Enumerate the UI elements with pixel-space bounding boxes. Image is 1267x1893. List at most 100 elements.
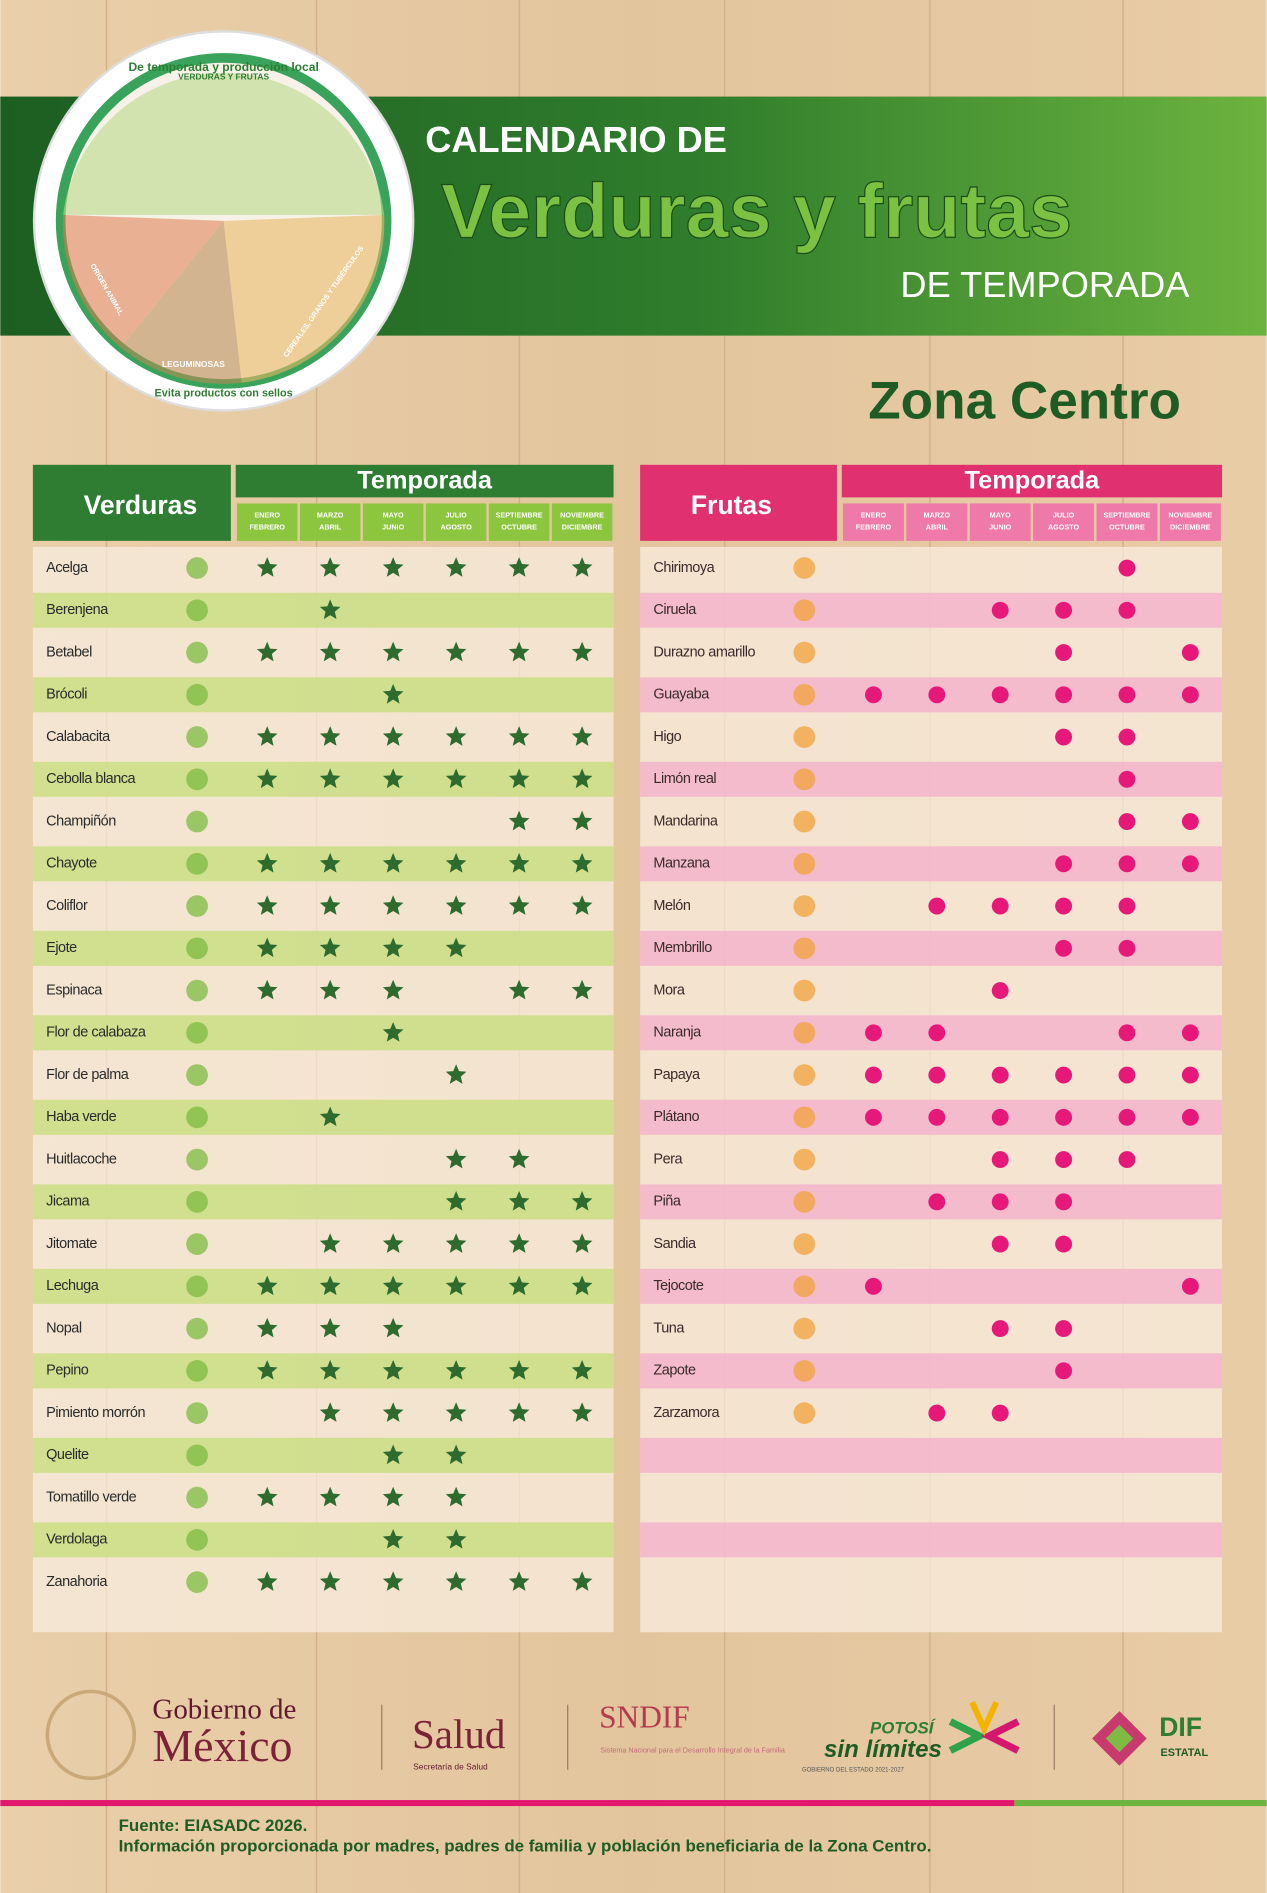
period-label: JUNIO (382, 522, 404, 531)
item-name: Manzana (653, 856, 711, 872)
season-star (382, 1021, 404, 1042)
item-name: Pera (653, 1151, 683, 1167)
period-label: ABRIL (926, 522, 949, 531)
season-star (319, 557, 341, 577)
season-star (508, 1148, 530, 1169)
season-star (571, 726, 593, 746)
season-dot (1181, 1066, 1199, 1084)
season-star (571, 1233, 593, 1253)
item-name: Zarzamora (653, 1405, 720, 1421)
season-dot (1118, 813, 1136, 830)
season-dot (1181, 644, 1199, 661)
row-band (640, 1353, 1223, 1389)
item-icon (186, 1402, 208, 1424)
item-icon (186, 1317, 208, 1340)
period-label: ENERO (861, 510, 887, 519)
season-dot (1055, 1235, 1073, 1253)
item-icon (793, 1275, 816, 1298)
season-dot (864, 1277, 882, 1295)
item-icon (186, 683, 208, 706)
item-icon (186, 599, 208, 622)
season-dot (991, 1404, 1009, 1422)
season-star (256, 937, 278, 958)
item-icon (793, 937, 816, 960)
season-star (508, 1233, 530, 1253)
season-star (445, 768, 467, 789)
season-star (319, 852, 341, 873)
row-band (32, 1184, 614, 1220)
period-cell (425, 503, 487, 541)
season-star (571, 810, 593, 831)
season-heading: Temporada (357, 466, 493, 494)
season-dot (928, 1024, 946, 1042)
season-dot (1118, 1066, 1136, 1084)
period-cell (299, 503, 361, 541)
season-dot (1118, 897, 1136, 915)
season-star (319, 1486, 341, 1507)
item-icon (186, 768, 208, 791)
season-star (508, 726, 530, 746)
item-icon (186, 1275, 208, 1298)
heading-cell (32, 464, 231, 541)
item-name: Mora (653, 982, 685, 998)
season-dot (1055, 939, 1073, 957)
logo-text: SNDIF (599, 1700, 690, 1735)
row-band (32, 846, 614, 882)
season-star (382, 641, 404, 662)
item-icon (793, 726, 816, 748)
season-star (508, 1275, 530, 1296)
item-icon (793, 1064, 816, 1086)
logo-text: Secretaría de Salud (413, 1762, 488, 1772)
season-star (256, 641, 278, 662)
item-icon (186, 1190, 208, 1213)
item-icon (793, 1021, 816, 1044)
season-heading-cell (841, 464, 1223, 498)
item-name: Lechuga (46, 1278, 100, 1294)
season-dot (991, 601, 1009, 619)
item-icon (186, 1064, 208, 1086)
item-icon (793, 1359, 816, 1382)
season-star (382, 1275, 404, 1296)
item-name: Brócoli (46, 687, 87, 703)
season-star (256, 557, 278, 577)
season-dot (864, 1108, 882, 1126)
season-dot (991, 982, 1009, 1000)
item-icon (186, 1148, 208, 1171)
row-band (32, 1353, 614, 1389)
item-name: Betabel (46, 644, 92, 660)
item-name: Papaya (653, 1067, 701, 1083)
logo-text: GOBIERNO DEL ESTADO 2021-2027 (802, 1767, 905, 1773)
item-name: Berenjena (46, 602, 109, 618)
season-star (256, 1275, 278, 1296)
season-star (445, 1148, 467, 1169)
season-dot (1181, 1108, 1199, 1126)
season-dot (1055, 1362, 1073, 1380)
item-icon (793, 1190, 816, 1213)
item-name: Mandarina (653, 813, 718, 829)
period-cell (1096, 503, 1158, 541)
period-label: MAYO (990, 510, 1011, 519)
item-icon (186, 641, 208, 664)
season-dot (1181, 813, 1199, 830)
season-star (382, 1359, 404, 1380)
item-name: Chirimoya (653, 560, 715, 576)
season-dot (864, 686, 882, 704)
item-icon (186, 852, 208, 875)
item-name: Pepino (46, 1363, 89, 1379)
season-dot (991, 1108, 1009, 1126)
logo-text: ESTATAL (1160, 1747, 1208, 1759)
item-name: Membrillo (653, 940, 712, 956)
season-star (445, 1444, 467, 1465)
row-band (32, 1268, 614, 1304)
season-dot (1118, 939, 1136, 957)
season-dot (991, 1193, 1009, 1211)
item-icon (793, 1402, 816, 1424)
season-dot (991, 1151, 1009, 1169)
item-icon (186, 1486, 208, 1509)
season-dot (864, 1066, 882, 1084)
season-star (571, 979, 593, 1000)
season-star (382, 1402, 404, 1422)
season-star (445, 1233, 467, 1253)
period-label: SEPTIEMBRE (1103, 510, 1150, 519)
